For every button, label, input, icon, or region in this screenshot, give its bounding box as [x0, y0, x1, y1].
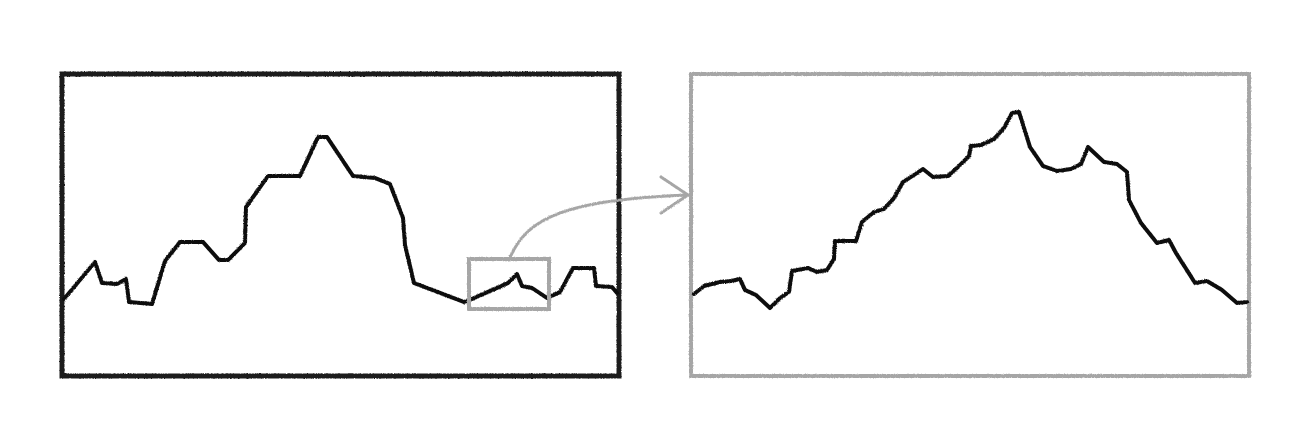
arrow-shaft — [507, 193, 690, 262]
overview-profile-line-right — [470, 266, 619, 301]
overview-profile-line — [62, 135, 472, 306]
arrow-head — [659, 175, 690, 215]
detail-panel — [689, 72, 1251, 378]
overview-frame — [59, 71, 622, 379]
detail-frame — [689, 72, 1251, 378]
detail-profile-line — [692, 110, 1249, 310]
overview-panel — [59, 71, 622, 379]
curved-arrow-icon — [507, 175, 690, 262]
